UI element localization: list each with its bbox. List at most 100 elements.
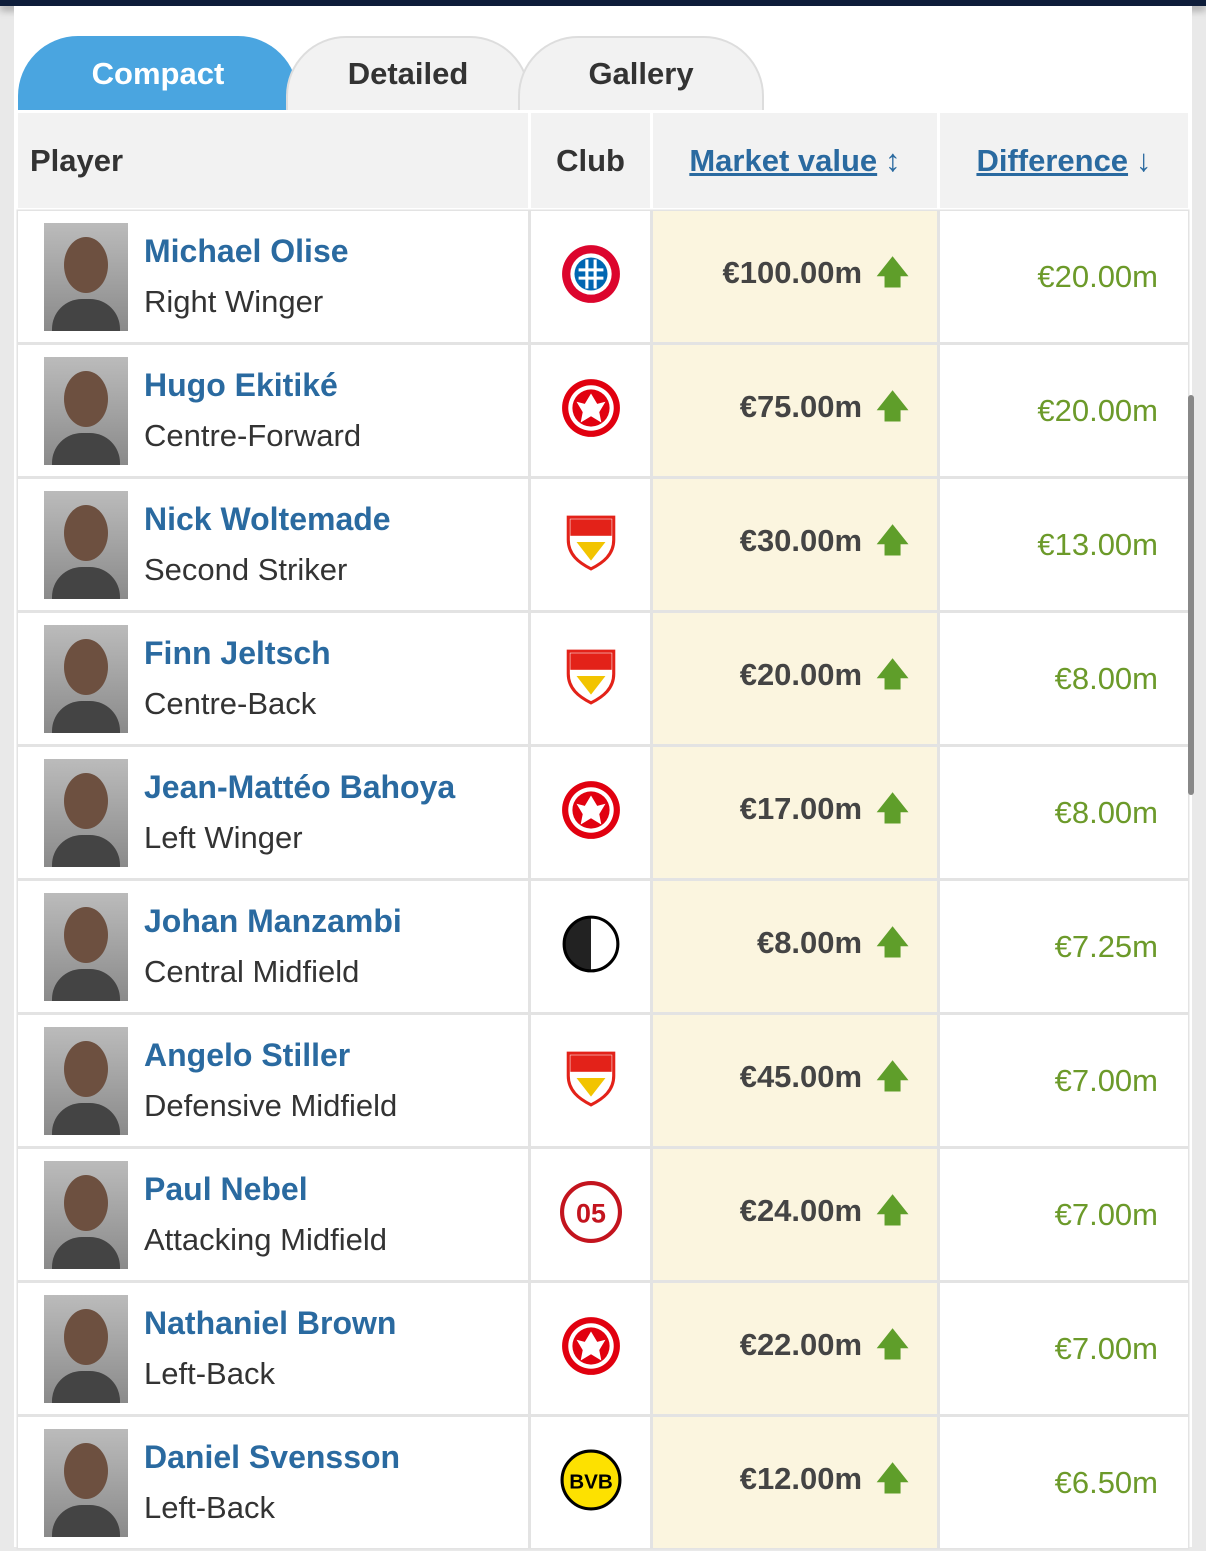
player-name-link[interactable]: Johan Manzambi: [144, 903, 402, 939]
table-row: Hugo Ekitiké Centre-Forward €75.00m 🡅 €20.…: [18, 345, 1188, 476]
trend-up-icon: 🡅: [876, 1459, 909, 1496]
tab-detailed[interactable]: Detailed: [286, 36, 530, 110]
player-position: Centre-Back: [144, 686, 317, 721]
market-value: €75.00m: [739, 388, 863, 424]
mainz-logo-icon[interactable]: 05: [559, 1181, 622, 1243]
market-value-cell: €12.00m 🡅: [653, 1417, 937, 1548]
player-photo[interactable]: [44, 1026, 128, 1135]
player-photo[interactable]: [44, 222, 128, 331]
club-cell: [531, 747, 650, 878]
sort-market-value-link[interactable]: Market value: [689, 142, 878, 178]
difference-value: €7.00m: [940, 1283, 1188, 1414]
player-photo[interactable]: [44, 758, 128, 867]
player-cell: Johan Manzambi Central Midfield: [18, 881, 528, 1012]
market-value: €100.00m: [722, 254, 863, 290]
table-row: Paul Nebel Attacking Midfield 05 €24.00m 🡅…: [18, 1149, 1188, 1280]
market-value-cell: €30.00m 🡅: [653, 479, 937, 610]
player-photo[interactable]: [44, 1294, 128, 1403]
player-photo[interactable]: [44, 1428, 128, 1537]
tab-gallery[interactable]: Gallery: [518, 36, 764, 110]
table-row: Finn Jeltsch Centre-Back €20.00m 🡅 €8.00m: [18, 613, 1188, 744]
frankfurt-logo-icon[interactable]: [560, 1315, 622, 1377]
svg-text:BVB: BVB: [569, 1470, 613, 1493]
difference-value: €8.00m: [940, 613, 1188, 744]
market-value-cell: €75.00m 🡅: [653, 345, 937, 476]
table-row: Daniel Svensson Left-Back BVB €12.00m 🡅 €6…: [18, 1417, 1188, 1548]
table-row: Jean-Mattéo Bahoya Left Winger €17.00m 🡅 €…: [18, 747, 1188, 878]
club-cell: [531, 613, 650, 744]
market-value-cell: €22.00m 🡅: [653, 1283, 937, 1414]
player-position: Attacking Midfield: [144, 1222, 387, 1257]
difference-value: €7.00m: [940, 1149, 1188, 1280]
player-cell: Nathaniel Brown Left-Back: [18, 1283, 528, 1414]
player-position: Centre-Forward: [144, 418, 362, 453]
player-name-link[interactable]: Finn Jeltsch: [144, 635, 331, 671]
club-cell: [531, 1015, 650, 1146]
frankfurt-logo-icon[interactable]: [560, 377, 622, 439]
player-name-link[interactable]: Angelo Stiller: [144, 1037, 351, 1073]
trend-up-icon: 🡅: [876, 655, 909, 692]
player-photo[interactable]: [44, 490, 128, 599]
player-photo[interactable]: [44, 892, 128, 1001]
stuttgart-logo-icon[interactable]: [560, 645, 622, 707]
header-difference[interactable]: Difference ↓: [940, 113, 1188, 208]
player-name-link[interactable]: Nathaniel Brown: [144, 1305, 397, 1341]
market-value-panel: Compact Detailed Gallery Player Club Mar…: [14, 6, 1192, 1548]
player-name-link[interactable]: Jean-Mattéo Bahoya: [144, 769, 456, 805]
trend-up-icon: 🡅: [876, 521, 909, 558]
scrollbar[interactable]: [1188, 395, 1194, 795]
table-row: Angelo Stiller Defensive Midfield €45.00m…: [18, 1015, 1188, 1146]
player-photo[interactable]: [44, 1160, 128, 1269]
club-cell: [531, 1283, 650, 1414]
player-cell: Finn Jeltsch Centre-Back: [18, 613, 528, 744]
frankfurt-logo-icon[interactable]: [560, 779, 622, 841]
sort-difference-link[interactable]: Difference: [976, 142, 1129, 178]
player-name-link[interactable]: Michael Olise: [144, 233, 349, 269]
player-position: Second Striker: [144, 552, 348, 587]
player-name-link[interactable]: Paul Nebel: [144, 1171, 308, 1207]
trend-up-icon: 🡅: [876, 387, 909, 424]
player-cell: Jean-Mattéo Bahoya Left Winger: [18, 747, 528, 878]
market-value-cell: €100.00m 🡅: [653, 211, 937, 342]
table-row: Nathaniel Brown Left-Back €22.00m 🡅 €7.00m: [18, 1283, 1188, 1414]
table-row: Michael Olise Right Winger €100.00m 🡅 €20.…: [18, 211, 1188, 342]
difference-value: €20.00m: [940, 345, 1188, 476]
market-value-cell: €17.00m 🡅: [653, 747, 937, 878]
freiburg-logo-icon[interactable]: [560, 913, 622, 975]
market-value: €30.00m: [739, 522, 863, 558]
club-cell: BVB: [531, 1417, 650, 1548]
club-cell: [531, 881, 650, 1012]
tab-compact[interactable]: Compact: [18, 36, 298, 110]
market-value-cell: €20.00m 🡅: [653, 613, 937, 744]
difference-value: €8.00m: [940, 747, 1188, 878]
view-tabs: Compact Detailed Gallery: [18, 36, 818, 110]
stuttgart-logo-icon[interactable]: [560, 511, 622, 573]
market-value: €24.00m: [739, 1192, 863, 1228]
difference-value: €7.25m: [940, 881, 1188, 1012]
trend-up-icon: 🡅: [876, 789, 909, 826]
player-photo[interactable]: [44, 624, 128, 733]
player-cell: Michael Olise Right Winger: [18, 211, 528, 342]
player-position: Left-Back: [144, 1356, 275, 1391]
player-name-link[interactable]: Hugo Ekitiké: [144, 367, 338, 403]
difference-value: €7.00m: [940, 1015, 1188, 1146]
player-name-link[interactable]: Daniel Svensson: [144, 1439, 401, 1475]
trend-up-icon: 🡅: [876, 1057, 909, 1094]
player-cell: Angelo Stiller Defensive Midfield: [18, 1015, 528, 1146]
player-photo[interactable]: [44, 356, 128, 465]
dortmund-logo-icon[interactable]: BVB: [560, 1449, 622, 1511]
bayern-logo-icon[interactable]: [560, 243, 622, 305]
top-nav-bar: [0, 0, 1206, 6]
header-player: Player: [18, 113, 528, 208]
player-position: Left-Back: [144, 1490, 275, 1525]
stuttgart-logo-icon[interactable]: [560, 1047, 622, 1109]
header-market-value[interactable]: Market value ↕: [653, 113, 937, 208]
player-position: Right Winger: [144, 284, 324, 319]
player-cell: Hugo Ekitiké Centre-Forward: [18, 345, 528, 476]
difference-value: €13.00m: [940, 479, 1188, 610]
market-value: €17.00m: [739, 790, 863, 826]
sort-desc-icon: ↓: [1136, 142, 1152, 178]
market-value: €12.00m: [739, 1460, 863, 1496]
player-name-link[interactable]: Nick Woltemade: [144, 501, 391, 537]
table-row: Johan Manzambi Central Midfield €8.00m 🡅 €…: [18, 881, 1188, 1012]
